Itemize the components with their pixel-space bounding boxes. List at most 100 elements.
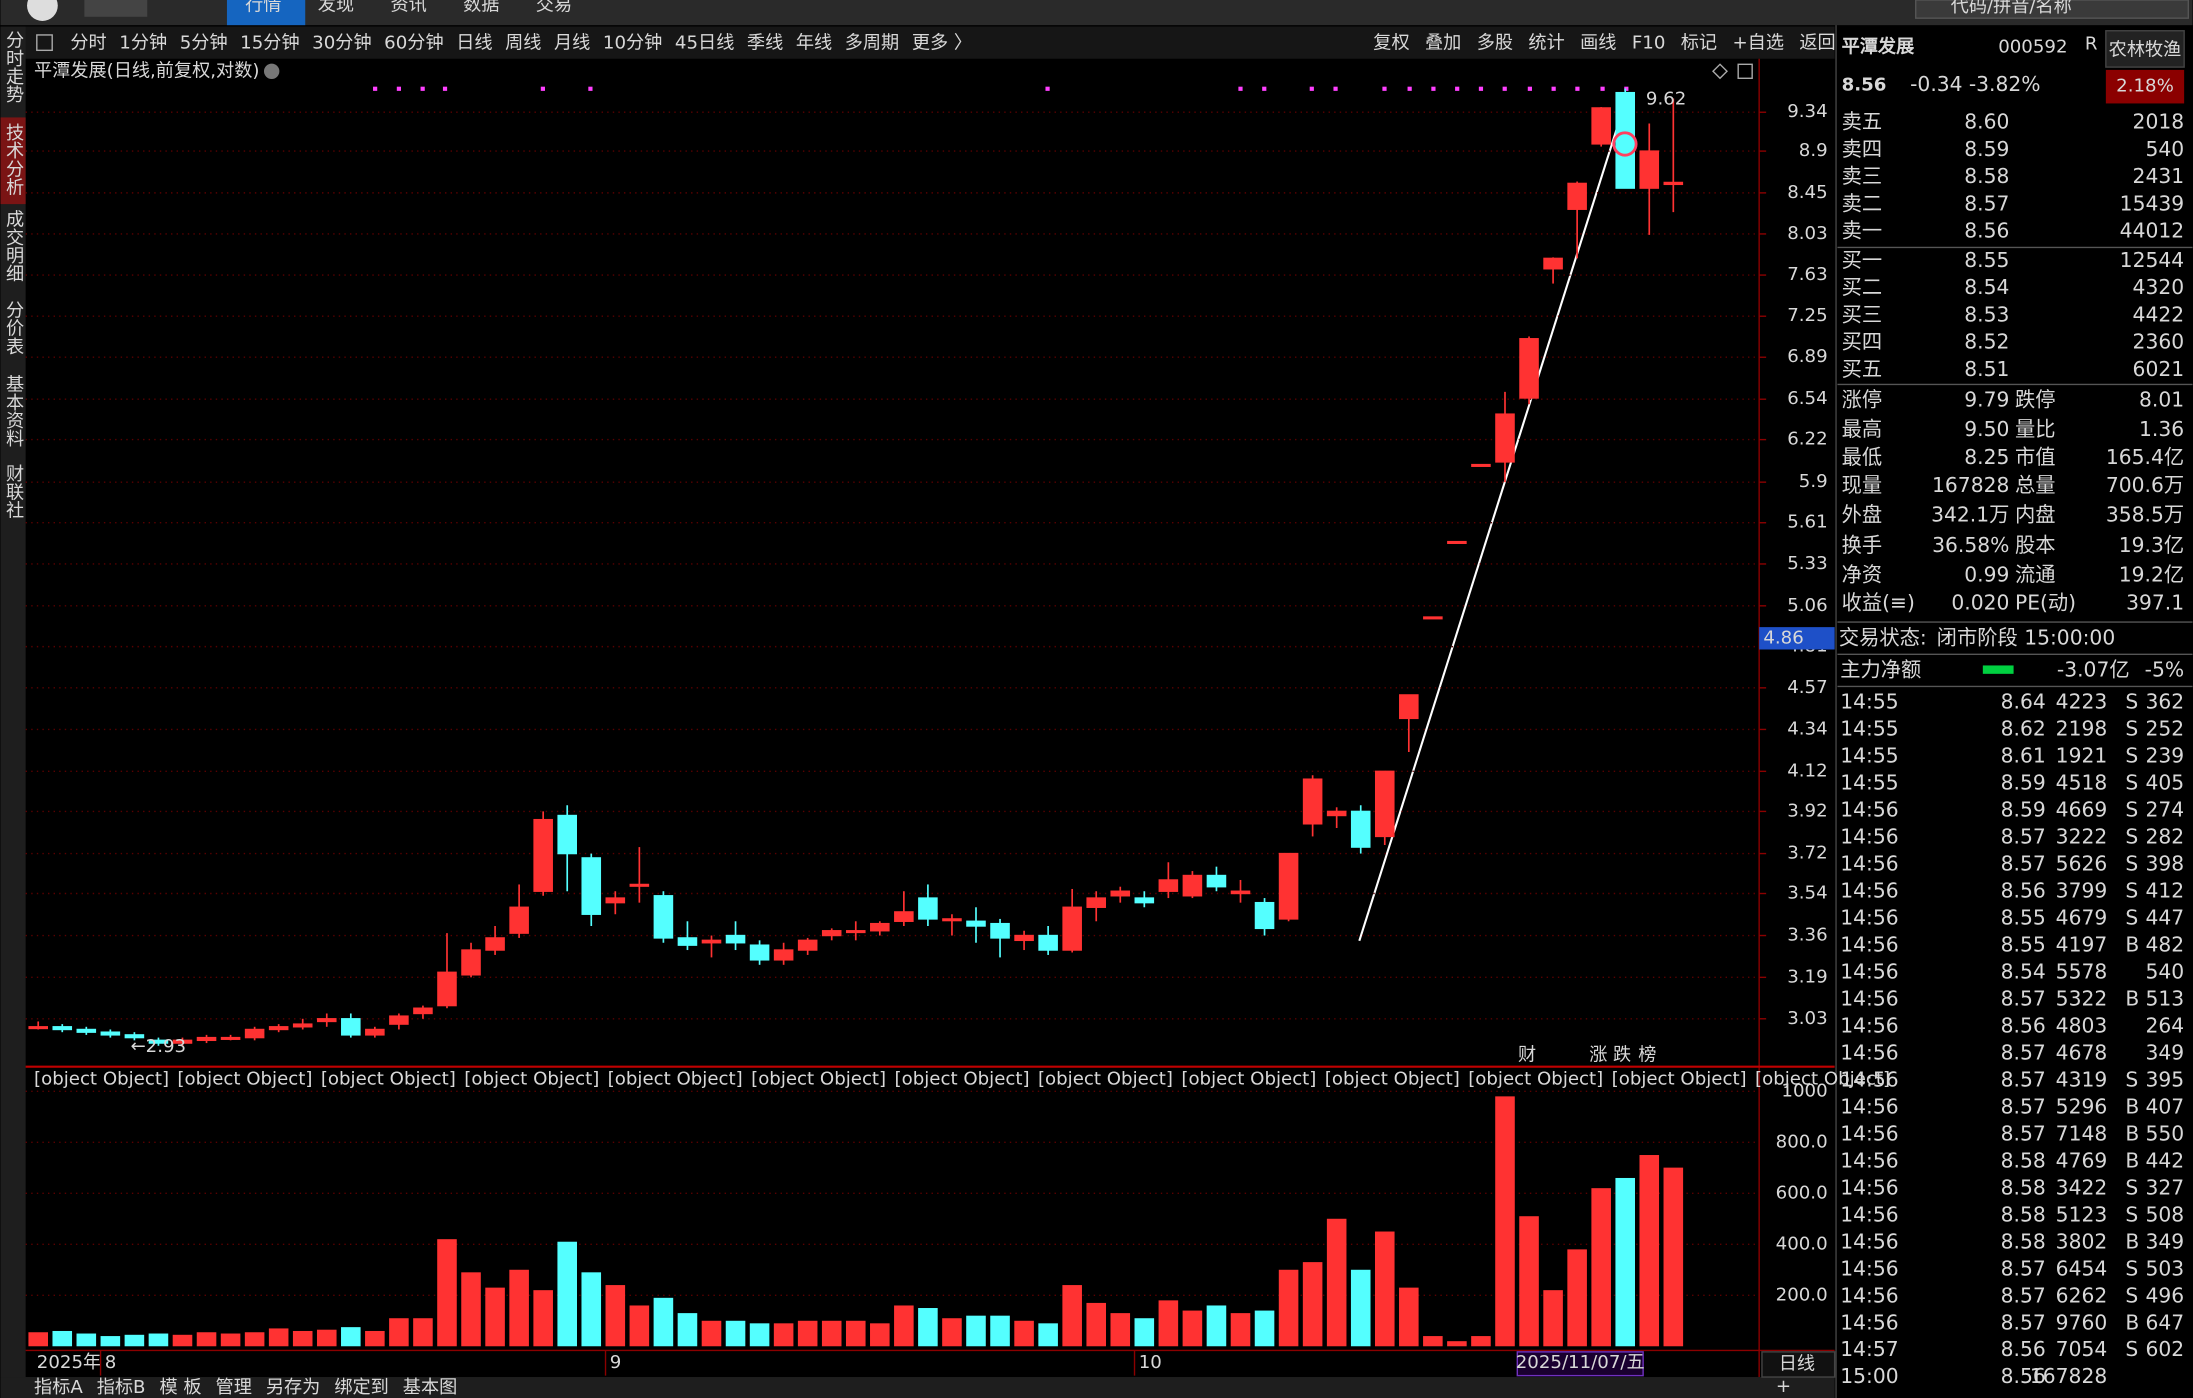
net-bar bbox=[1982, 665, 2014, 674]
tick-count: 482 bbox=[2145, 933, 2184, 957]
period-button[interactable]: 更多 〉 bbox=[912, 32, 972, 53]
period-button[interactable]: 月线 bbox=[554, 32, 590, 53]
bottom-button[interactable]: 指标A bbox=[34, 1377, 83, 1398]
volume-bar bbox=[1326, 1218, 1347, 1347]
tick-price: 8.61 bbox=[2001, 744, 2046, 768]
side-tab[interactable]: 分价表 bbox=[3, 301, 24, 356]
stat-label: 收益(≡) bbox=[1842, 590, 1915, 614]
sector-name[interactable]: 农林牧渔 bbox=[2109, 39, 2182, 60]
window-icon[interactable] bbox=[1737, 63, 1753, 79]
tool-button[interactable]: 多股 bbox=[1477, 32, 1513, 53]
side-tab[interactable]: 技术分析 bbox=[3, 123, 24, 196]
search-placeholder[interactable]: 代码/拼音/名称 bbox=[1951, 0, 2072, 17]
y-tick-label: 4.34 bbox=[1787, 718, 1827, 739]
volume-bar bbox=[821, 1320, 842, 1347]
candle-body bbox=[1639, 150, 1660, 189]
candle-body bbox=[701, 939, 722, 944]
period-button[interactable]: 1分钟 bbox=[119, 32, 167, 53]
event-dot bbox=[1309, 86, 1314, 91]
stat-value: 165.4亿 bbox=[2106, 445, 2184, 469]
event-marker[interactable]: 涨 bbox=[1589, 1044, 1607, 1065]
period-button[interactable]: 分时 bbox=[70, 32, 106, 53]
candle-body bbox=[1254, 901, 1275, 930]
bottom-button[interactable]: 绑定到 bbox=[334, 1377, 388, 1398]
volume-bar bbox=[1038, 1323, 1058, 1347]
side-tab[interactable]: 基本资料 bbox=[3, 375, 24, 448]
stat-value: 167828 bbox=[1932, 473, 2009, 497]
book-volume: 4320 bbox=[2133, 275, 2185, 299]
stat-value: 700.6万 bbox=[2106, 473, 2184, 497]
candle-body bbox=[316, 1018, 337, 1023]
candle-body bbox=[918, 897, 938, 920]
side-tab[interactable]: 分时走势 bbox=[3, 31, 24, 104]
stock-flag: R bbox=[2085, 34, 2098, 55]
bottom-button[interactable]: 指标B bbox=[97, 1377, 146, 1398]
event-marker[interactable]: 跌 bbox=[1613, 1044, 1631, 1065]
volume-bar bbox=[1302, 1262, 1323, 1347]
candle-body bbox=[1615, 91, 1636, 189]
bottom-button[interactable]: 另存为 bbox=[266, 1377, 320, 1398]
volume-bar bbox=[1014, 1320, 1034, 1347]
stat-label: 总量 bbox=[2015, 473, 2056, 497]
tool-button[interactable]: 复权 bbox=[1373, 32, 1409, 53]
candle-body bbox=[1158, 879, 1179, 892]
event-marker[interactable]: 财 bbox=[1518, 1044, 1536, 1065]
title-icon[interactable] bbox=[263, 63, 280, 79]
sector-box[interactable] bbox=[2105, 30, 2185, 68]
tick-count: 412 bbox=[2145, 879, 2184, 903]
tick-time: 14:56 bbox=[1840, 1202, 1898, 1226]
bottom-plus[interactable]: + bbox=[1776, 1376, 1791, 1397]
y-tick-label: 5.9 bbox=[1799, 471, 1828, 492]
candle-body bbox=[28, 1026, 49, 1030]
volume-bar bbox=[244, 1332, 265, 1347]
toolbar-icon[interactable] bbox=[36, 34, 53, 52]
tool-button[interactable]: +自选 bbox=[1732, 32, 1784, 53]
tool-button[interactable]: 返回 bbox=[1799, 32, 1835, 53]
period-button[interactable]: 多周期 bbox=[845, 32, 899, 53]
side-tab[interactable]: 财联社 bbox=[3, 464, 24, 519]
nav-tab[interactable]: 发现 bbox=[318, 0, 354, 16]
tick-side: S bbox=[2125, 1283, 2138, 1307]
period-button[interactable]: 季线 bbox=[747, 32, 783, 53]
tool-button[interactable]: 画线 bbox=[1580, 32, 1616, 53]
volume-bar bbox=[316, 1329, 337, 1347]
nav-tab[interactable]: 数据 bbox=[463, 0, 499, 16]
nav-tab[interactable]: 资讯 bbox=[390, 0, 426, 16]
period-button[interactable]: 15分钟 bbox=[240, 32, 299, 53]
tool-button[interactable]: 统计 bbox=[1528, 32, 1564, 53]
tool-button[interactable]: F10 bbox=[1632, 32, 1666, 53]
tick-count: 327 bbox=[2145, 1175, 2184, 1199]
tick-count: 447 bbox=[2145, 906, 2184, 930]
period-button[interactable]: 45日线 bbox=[675, 32, 734, 53]
volume-bar bbox=[581, 1272, 602, 1347]
period-button[interactable]: 60分钟 bbox=[384, 32, 443, 53]
price-tag-bg bbox=[1759, 627, 1835, 650]
period-button[interactable]: 10分钟 bbox=[603, 32, 662, 53]
diamond-icon[interactable] bbox=[1712, 63, 1728, 80]
bottom-button[interactable]: 基本图 bbox=[403, 1377, 457, 1398]
tool-button[interactable]: 叠加 bbox=[1425, 32, 1461, 53]
nav-tab[interactable]: 行情 bbox=[245, 0, 281, 16]
side-tab[interactable]: 成交明细 bbox=[3, 210, 24, 283]
tool-button[interactable]: 标记 bbox=[1681, 32, 1717, 53]
candle-body bbox=[1206, 874, 1227, 888]
period-button[interactable]: 年线 bbox=[796, 32, 832, 53]
search-box[interactable] bbox=[1915, 0, 2190, 19]
candle-body bbox=[1519, 338, 1539, 399]
bottom-button[interactable]: 模 板 bbox=[159, 1377, 201, 1398]
nav-tab[interactable]: 交易 bbox=[536, 0, 572, 16]
event-marker[interactable]: 榜 bbox=[1638, 1044, 1656, 1065]
x-tick-label: 10 bbox=[1139, 1352, 1162, 1373]
candle-body bbox=[966, 920, 986, 927]
tick-count: 395 bbox=[2145, 1067, 2184, 1091]
period-button[interactable]: 30分钟 bbox=[312, 32, 371, 53]
volume-bar bbox=[966, 1315, 986, 1347]
tick-volume: 4223 bbox=[2056, 690, 2108, 714]
period-button[interactable]: 5分钟 bbox=[180, 32, 228, 53]
period-button[interactable]: 日线 bbox=[456, 32, 492, 53]
bottom-button[interactable]: 管理 bbox=[216, 1377, 252, 1398]
y-tick-label: 7.25 bbox=[1787, 305, 1827, 326]
stat-label: 内盘 bbox=[2015, 502, 2056, 526]
period-button[interactable]: 周线 bbox=[505, 32, 541, 53]
